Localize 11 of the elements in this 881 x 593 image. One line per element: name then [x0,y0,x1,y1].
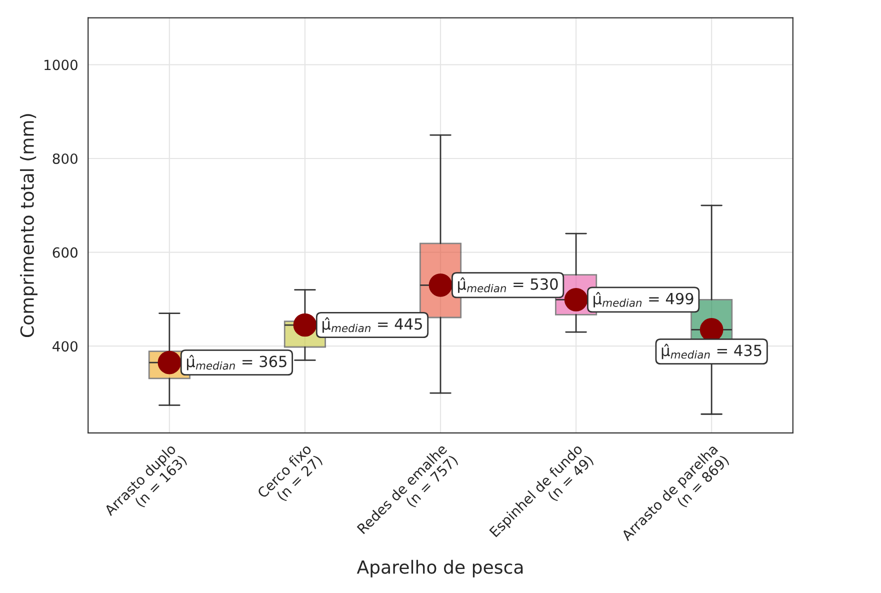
x-axis-title: Aparelho de pesca [356,560,523,578]
annotation: μ̂$_{median}$ = 445 [322,317,422,333]
annotation: μ̂$_{median}$ = 435 [662,344,762,360]
annotation: μ̂$_{median}$ = 365 [186,354,286,370]
y-axis-title: Comprimento total (mm) [20,114,38,338]
y-tick-label: 1000 [44,60,78,70]
annotation: μ̂$_{median}$ = 530 [458,277,558,293]
y-tick-label: 600 [52,247,78,258]
y-tick-label: 400 [52,341,78,352]
y-tick-label: 800 [52,153,78,164]
annotation: μ̂$_{median}$ = 499 [594,292,694,308]
